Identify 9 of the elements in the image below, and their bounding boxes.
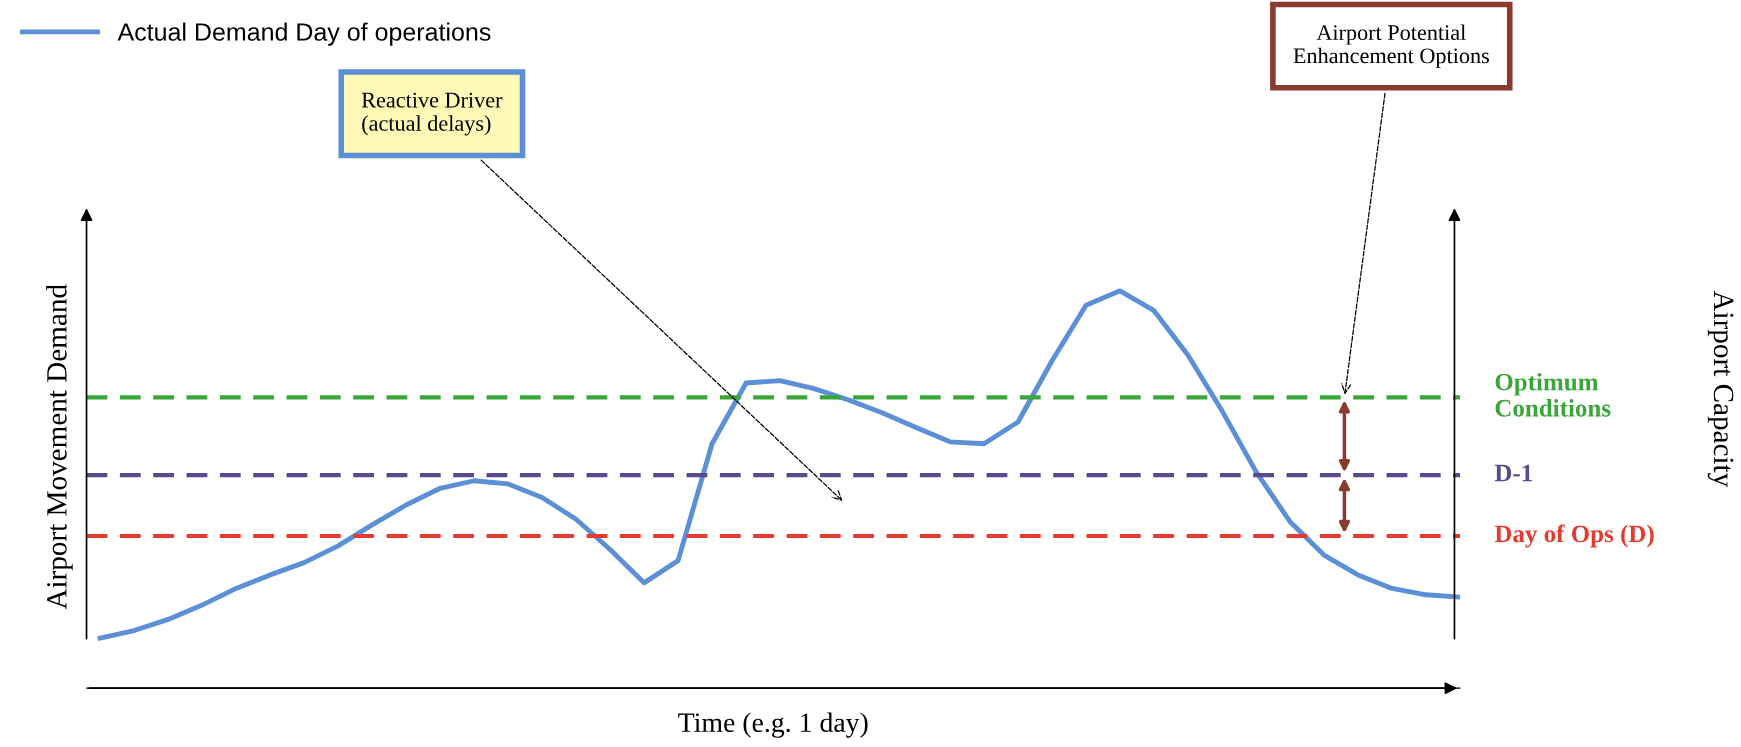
ref-line-label: Day of Ops (D) [1494, 524, 1654, 548]
text: Reactive Driver (actual delays) [361, 92, 503, 136]
ref-line-label: Optimum Conditions [1495, 372, 1611, 417]
ref-line-label: D-1 [1494, 464, 1532, 482]
text: Airport Capacity [1707, 290, 1734, 488]
legend-label: Actual Demand Day of operations [117, 22, 491, 46]
x-axis-title: Time (e.g. 1 day) [678, 712, 868, 738]
text: Airport Potential Enhancement Options [1293, 24, 1489, 68]
y-axis-title: Airport Movement Demand [46, 284, 73, 610]
